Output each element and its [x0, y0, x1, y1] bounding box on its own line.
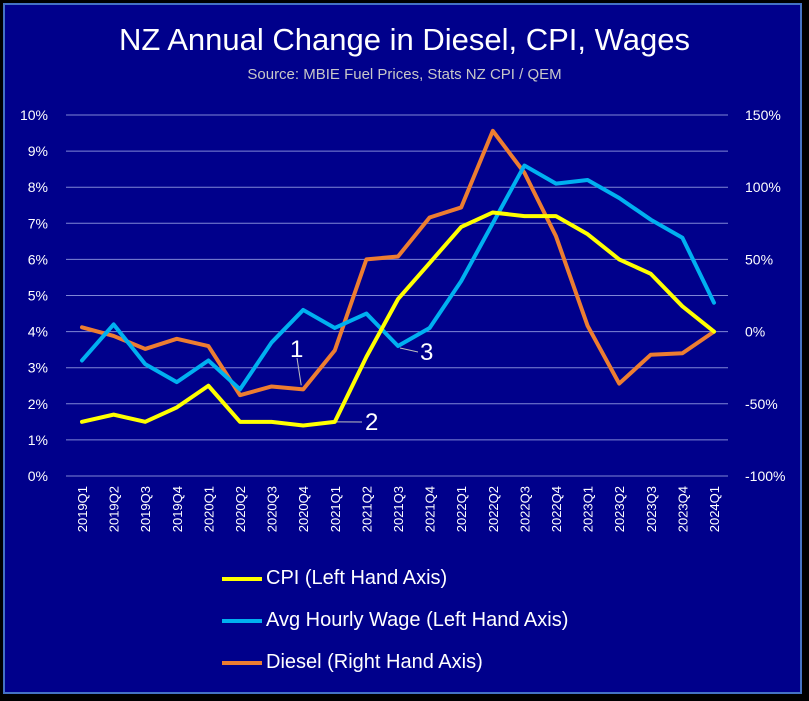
left-axis-tick-label: 3% [28, 360, 48, 376]
left-axis-tick-label: 8% [28, 179, 48, 195]
series-line-wage [80, 163, 716, 392]
right-axis-tick-label: 50% [745, 251, 773, 267]
annotation-leader-line [399, 347, 419, 353]
right-axis-tick-label: 100% [745, 179, 781, 195]
legend-label-diesel: Diesel (Right Hand Axis) [266, 651, 483, 673]
annotation-label: 3 [420, 339, 433, 366]
x-axis-tick-label: 2023Q1 [581, 486, 596, 532]
annotation-label: 1 [290, 336, 303, 363]
left-axis-tick-label: 4% [28, 324, 48, 340]
x-axis-tick-label: 2019Q1 [75, 486, 90, 532]
right-axis-tick-label: -100% [745, 468, 785, 484]
x-axis-tick-label: 2020Q3 [265, 486, 280, 532]
legend-item-cpi: CPI (Left Hand Axis) [222, 567, 568, 589]
series-line-cpi [80, 210, 716, 428]
x-axis-tick-label: 2021Q3 [391, 486, 406, 532]
annotation-leader-line [296, 357, 302, 386]
x-axis-tick-label: 2023Q3 [644, 486, 659, 532]
legend-swatch-cpi [222, 576, 262, 581]
x-axis-tick-label: 2020Q1 [201, 486, 216, 532]
left-axis-tick-label: 1% [28, 432, 48, 448]
chart-subtitle: Source: MBIE Fuel Prices, Stats NZ CPI /… [247, 66, 562, 83]
x-axis-tick-label: 2022Q3 [517, 486, 532, 532]
left-axis-tick-label: 6% [28, 251, 48, 267]
x-axis-tick-label: 2022Q2 [486, 486, 501, 532]
x-axis-tick-label: 2020Q4 [296, 486, 311, 532]
x-axis-tick-label: 2019Q3 [138, 486, 153, 532]
x-axis-tick-label: 2021Q4 [423, 486, 438, 532]
chart-legend: CPI (Left Hand Axis) Avg Hourly Wage (Le… [222, 567, 569, 694]
left-axis-tick-label: 0% [28, 468, 48, 484]
chart-title: NZ Annual Change in Diesel, CPI, Wages [119, 22, 690, 57]
left-axis-tick-label: 10% [20, 107, 48, 123]
left-axis-tick-label: 7% [28, 215, 48, 231]
left-axis-tick-label: 5% [28, 288, 48, 304]
x-axis-tick-label: 2023Q2 [612, 486, 627, 532]
legend-swatch-wage [222, 618, 262, 623]
x-axis-tick-label: 2023Q4 [675, 486, 690, 532]
x-axis-tick-label: 2019Q2 [107, 486, 122, 532]
left-axis-tick-label: 2% [28, 396, 48, 412]
legend-label-wage: Avg Hourly Wage (Left Hand Axis) [266, 609, 569, 631]
annotation-label: 2 [365, 409, 378, 436]
legend-swatch-diesel [222, 660, 262, 665]
right-axis-tick-label: 0% [745, 324, 765, 340]
x-axis-tick-label: 2019Q4 [170, 486, 185, 532]
x-axis-tick-label: 2024Q1 [707, 486, 722, 532]
series-line-diesel [80, 128, 716, 398]
x-axis-tick-label: 2021Q1 [328, 486, 343, 532]
left-axis-tick-label: 9% [28, 143, 48, 159]
x-axis-tick-label: 2021Q2 [359, 486, 374, 532]
right-axis-tick-label: 150% [745, 107, 781, 123]
right-axis-tick-label: -50% [745, 396, 778, 412]
x-axis-tick-label: 2020Q2 [233, 486, 248, 532]
x-axis-tick-label: 2022Q4 [549, 486, 564, 532]
x-axis-tick-label: 2022Q1 [454, 486, 469, 532]
legend-item-diesel: Diesel (Right Hand Axis) [222, 651, 568, 673]
legend-label-cpi: CPI (Left Hand Axis) [266, 567, 448, 589]
legend-item-wage: Avg Hourly Wage (Left Hand Axis) [222, 609, 569, 631]
